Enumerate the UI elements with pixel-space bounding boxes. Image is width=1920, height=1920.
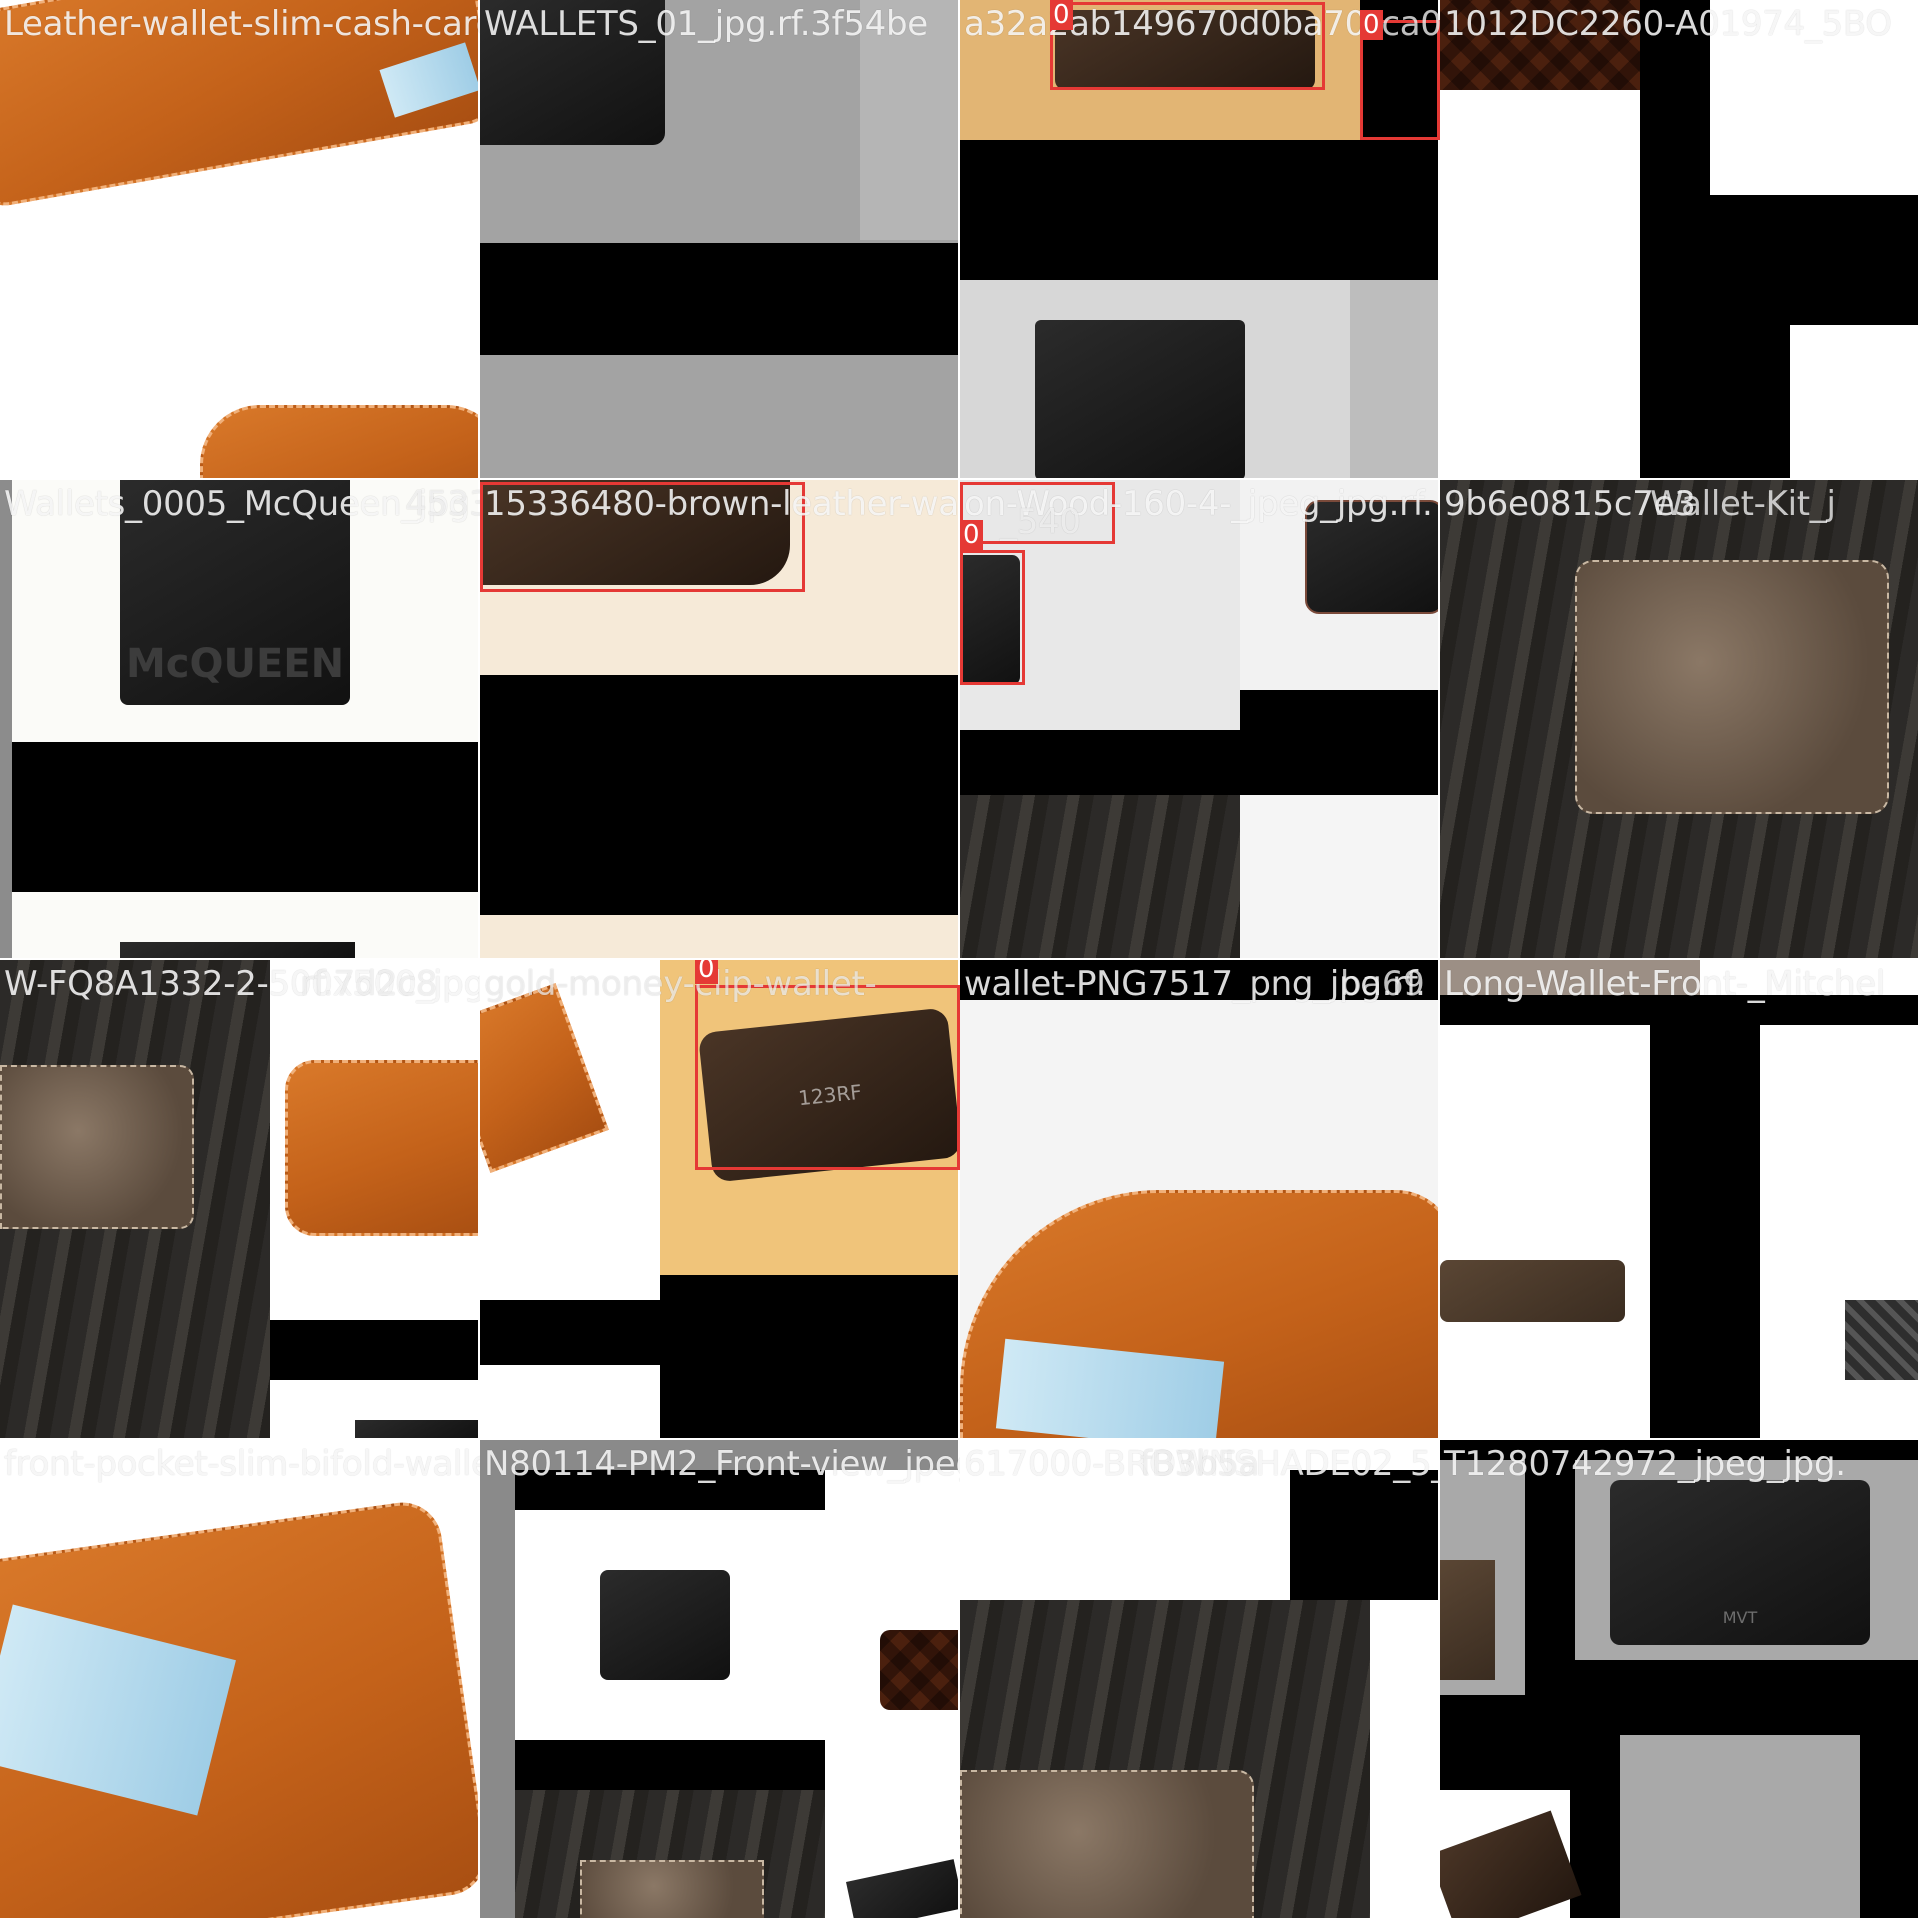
tile-label: wallet-PNG7517_png_jpg.rf. [964,964,1426,1004]
distressed-wallet-image [1575,560,1889,814]
tile-label: 1012DC2260-A01974_5BO [1444,4,1892,44]
tile-label: 15336480-brown-leather-wallet- [484,484,960,524]
grey-background [1620,1735,1860,1920]
mcqueen-wallet-image: McQUEEN [120,480,350,705]
mosaic-mask [1695,195,1790,480]
tile-9: W-FQ8A1332-2-500x500_jpg rf.7d2c8 [0,960,480,1440]
tile-4: 1012DC2260-A01974_5BO [1440,0,1920,480]
mosaic-mask [480,243,960,355]
white-background [825,1740,960,1790]
tile-label: WALLETS_01_jpg.rf.3f54be [484,4,928,44]
bounding-box [695,985,960,1170]
mosaic-mask [515,1740,825,1790]
white-background [1370,1600,1440,1920]
mosaic-mask [960,960,1440,1000]
mosaic-mask [1640,0,1710,195]
mosaic-mask [1290,1470,1440,1600]
tile-14: N80114-PM2_Front-view_jpeg_jpg.rf. [480,1440,960,1920]
tile-label: on-Wood-160-4-_jpeg_jpg.rf. [964,484,1433,524]
black-wallet-image [600,1570,730,1680]
tile-label: N80114-PM2_Front-view_jpeg_jpg.rf. [484,1444,960,1484]
tile-label: fB3b5a [1140,1444,1260,1484]
mosaic-mask [660,1275,960,1440]
bounding-box [960,482,1115,544]
tile-label: 4533a4a0ca [405,484,480,524]
tile-3: 0 0 a32a2ab149670d0ba70 3ca0d1d39124e43 [960,0,1440,480]
black-wallet-image [355,1420,480,1440]
tile-label: Wallet-Kit_j [1650,484,1836,524]
tan-wallet-image [480,983,609,1173]
bounding-box [1360,20,1440,140]
tan-wallet-image [285,1060,480,1236]
tile-label: ba69 [1340,964,1425,1004]
brown-wallet-image [480,480,790,585]
mosaic-mask [270,1320,480,1380]
tile-label: 617000-BROWNSHADE02_5_720_jpg. [964,1444,1440,1484]
brown-wallet-image [1440,1560,1495,1680]
grey-edge [0,480,12,960]
tile-10: 123RF 0 gold-money-clip-wallet- [480,960,960,1440]
tile-label: a32a2ab149670d0ba70 [964,4,1366,44]
tile-label: gold-money-clip-wallet- [484,964,877,1004]
mvt-logo: MVT [1722,1608,1758,1627]
tile-label: rf.7d2c8 [300,964,438,1004]
distressed-wallet-image [0,1065,194,1229]
mosaic-mask [12,742,480,892]
black-wallet-image [120,942,355,960]
tile-13: front-pocket-slim-bifold-wallet-for-men- [0,1440,480,1920]
mcqueen-logo: McQUEEN [125,641,345,687]
brown-wallet-image [1440,1260,1625,1322]
tile-11: wallet-PNG7517_png_jpg.rf. ba69 [960,960,1440,1440]
image-strip [1440,960,1700,995]
black-wallet-image [1035,320,1245,480]
bbox-class-tag: 0 [1360,10,1383,40]
tile-12: Long-Wallet-Front-_Mitchel [1440,960,1920,1440]
wood-surface [960,795,1240,960]
tile-label: T1280742972_jpeg_jpg. [1444,1444,1846,1484]
tile-label: Leather-wallet-slim-cash-card-ID-fat- [4,4,480,44]
tile-8: 9b6e0815c7e3 Wallet-Kit_j [1440,480,1920,960]
tile-6: 0 15336480-brown-leather-wallet- [480,480,960,960]
tile-15: 617000-BROWNSHADE02_5_720_jpg. fB3b5a [960,1440,1440,1920]
tile-1: Leather-wallet-slim-cash-card-ID-fat- [0,0,480,480]
mosaic-mask [960,140,1440,280]
tile-label: _540 [1000,502,1081,542]
brown-wallet-image [1055,10,1315,90]
white-background [1240,795,1440,960]
tile-2: WALLETS_01_jpg.rf.3f54be [480,0,960,480]
mosaic-mask [1650,1025,1760,1440]
bbox-class-tag: 0 [695,960,718,984]
mosaic-mask [480,1300,660,1365]
bounding-box [960,550,1025,685]
black-wallet-image [1305,500,1440,614]
mosaic-mask [1640,195,1710,480]
distressed-wallet-image [580,1860,764,1920]
black-wallet-image [480,0,665,145]
grey-background [860,0,960,240]
mosaic-mask [480,675,960,915]
tile-label: Wallets_0005_McQueen_jpg [4,484,470,524]
tile-16: MVT T1280742972_jpeg_jpg. [1440,1440,1920,1920]
tile-label: front-pocket-slim-bifold-wallet-for-men- [4,1444,480,1484]
black-wallet-image [960,555,1020,685]
bounding-box [480,482,805,592]
mosaic-mask [1240,690,1440,795]
tile-7: 0 0 on-Wood-160-4-_jpeg_jpg.rf. _540 [960,480,1440,960]
checkered-wallet-image [880,1630,960,1710]
patterned-wallet-image [1845,1300,1920,1380]
tile-label: W-FQ8A1332-2-500x500_jpg [4,964,480,1004]
black-card-holder-image: MVT [1610,1480,1870,1645]
tan-wallet-image [200,405,480,480]
tile-label: Long-Wallet-Front-_Mitchel [1444,964,1886,1004]
checkered-wallet-image [1440,0,1640,90]
mosaic-mask [1440,995,1920,1025]
bbox-class-tag: 0 [1050,0,1073,30]
bounding-box [1050,2,1325,90]
tile-label: 9b6e0815c7e3 [1444,484,1696,524]
bbox-class-tag: 0 [960,520,983,550]
distressed-wallet-image [960,1770,1254,1920]
tile-5: McQUEEN Wallets_0005_McQueen_jpg 4533a4a… [0,480,480,960]
mosaic-mask [515,1470,825,1510]
